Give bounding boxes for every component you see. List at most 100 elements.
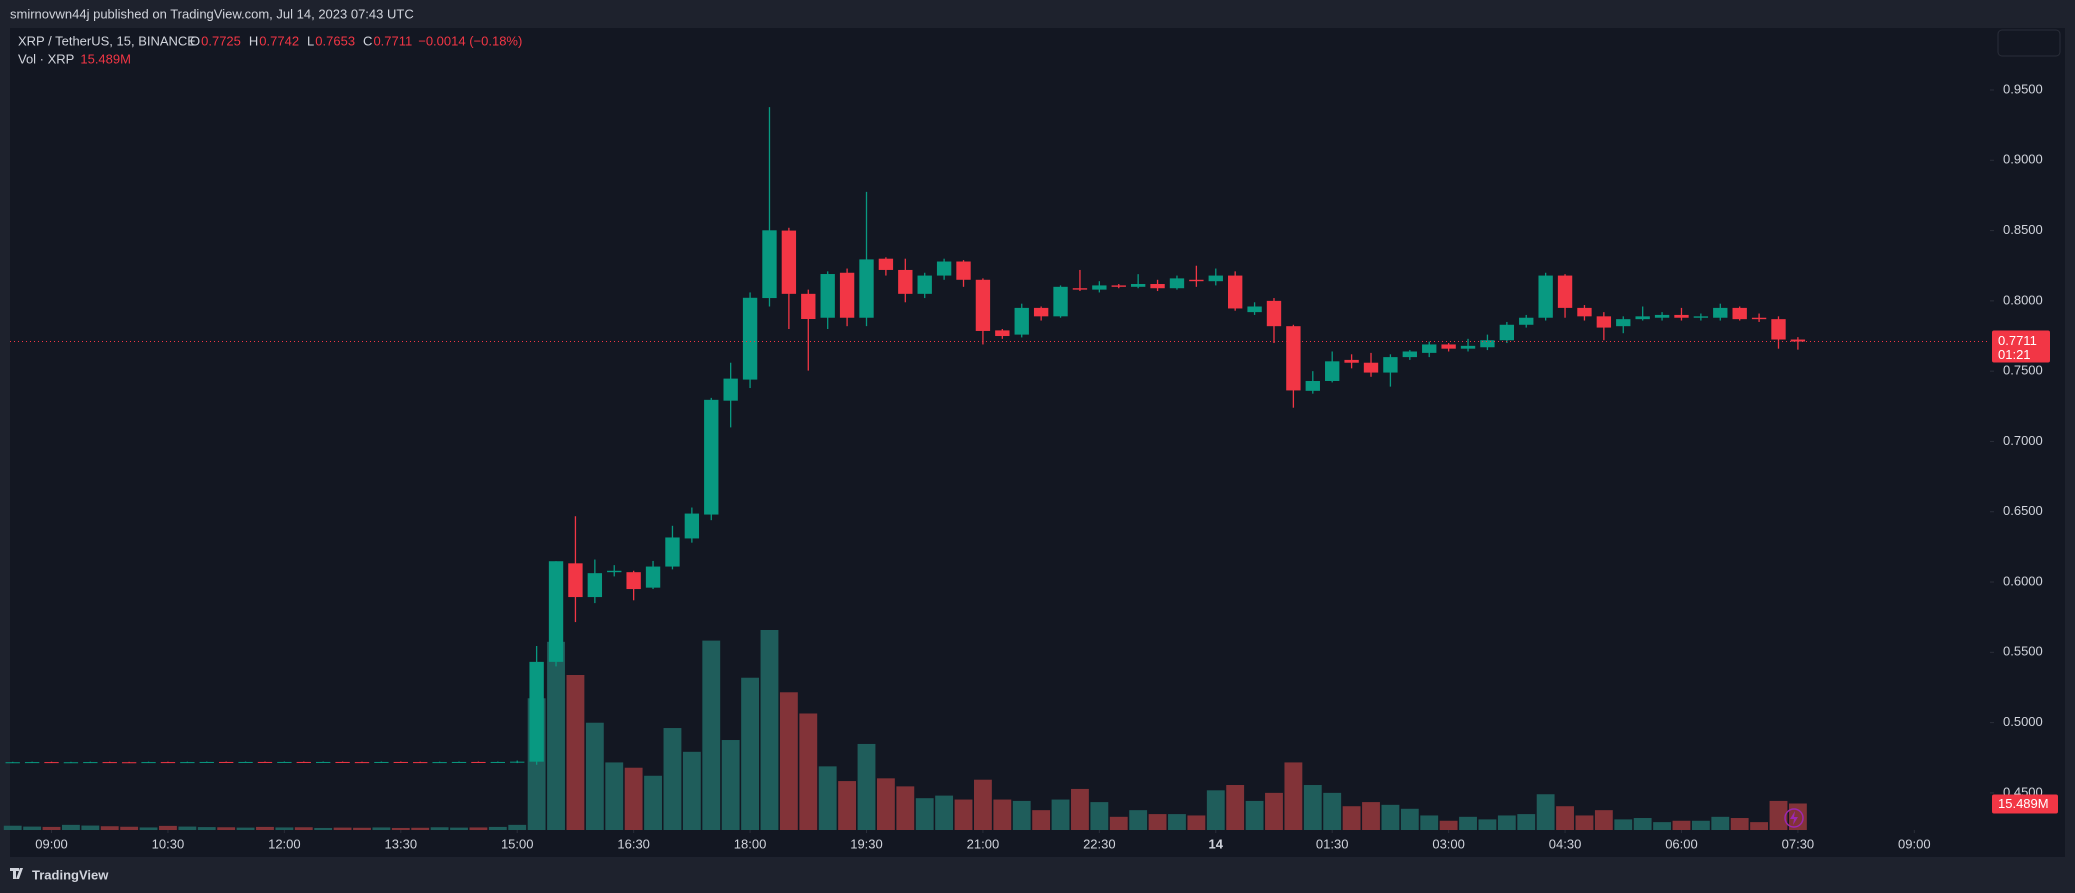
candle-body: [1538, 275, 1553, 318]
candle-body: [820, 274, 835, 318]
candle-body: [1751, 317, 1767, 320]
volume-bar: [391, 827, 410, 830]
volume-bar: [353, 827, 371, 830]
volume-bar: [236, 827, 255, 830]
volume-bar: [1478, 819, 1497, 830]
volume-bar: [1032, 810, 1051, 830]
volume-bar: [1226, 785, 1245, 830]
y-tick-label: 0.5000: [2003, 714, 2043, 729]
candle-body: [723, 378, 738, 401]
candle-body: [1169, 278, 1185, 289]
candle-body: [684, 513, 700, 539]
candle-body: [1247, 306, 1262, 313]
x-tick-label: 03:00: [1432, 836, 1465, 851]
volume-bar: [1265, 792, 1283, 830]
x-tick-label: 06:00: [1665, 836, 1698, 851]
volume-bar: [23, 826, 42, 830]
candle-body: [1771, 319, 1786, 340]
volume-title: Vol · XRP: [18, 51, 74, 66]
ohlc-value: 0.7653: [315, 33, 355, 48]
x-tick-label: 21:00: [967, 836, 1000, 851]
volume-bar: [42, 826, 61, 830]
volume-bar: [896, 786, 915, 830]
volume-bar: [1750, 822, 1769, 830]
candle-body: [102, 762, 117, 764]
candle-body: [63, 762, 79, 764]
candle-body: [762, 230, 777, 299]
candle-body: [180, 762, 195, 764]
candle-body: [1557, 275, 1573, 308]
candle-body: [1480, 340, 1495, 348]
price-badge-value: 0.7711: [1998, 333, 2037, 348]
volume-bar: [876, 778, 895, 830]
volume-bar: [1148, 814, 1167, 830]
candle-body: [257, 761, 273, 763]
volume-bar: [547, 641, 565, 830]
candle-body: [1441, 344, 1456, 349]
y-tick-label: 0.9000: [2003, 152, 2043, 167]
candle-body: [704, 399, 719, 515]
candle-body: [1208, 275, 1223, 282]
candle-body: [238, 761, 253, 763]
candle-body: [1325, 361, 1340, 382]
volume-bar: [1556, 806, 1574, 830]
volume-bar: [1284, 762, 1303, 830]
candle-body: [1693, 316, 1709, 318]
candle-body: [277, 761, 292, 763]
candle-layer: [5, 107, 1806, 765]
ohlc-letter: L: [307, 33, 314, 48]
volume-bar: [430, 827, 449, 830]
volume-bar: [197, 827, 216, 830]
symbol: XRP / TetherUS, 15, BINANCE: [18, 33, 196, 48]
candle-body: [645, 566, 661, 588]
volume-bar: [799, 713, 818, 830]
volume-bar: [1109, 816, 1128, 830]
change: −0.0014 (−0.18%): [418, 33, 522, 48]
volume-bar: [566, 674, 585, 830]
y-tick-label: 0.7500: [2003, 363, 2043, 378]
volume-bar: [1594, 810, 1613, 830]
candle-body: [1072, 288, 1088, 290]
candle-body: [1402, 351, 1417, 358]
lightning-icon: [1784, 808, 1804, 828]
volume-bar: [81, 825, 100, 830]
candle-body: [5, 762, 20, 764]
volume-bar: [741, 677, 760, 830]
volume-bar: [1245, 800, 1264, 830]
x-tick-label: 01:30: [1316, 836, 1349, 851]
candle-body: [1654, 314, 1670, 318]
ohlc-letter: C: [363, 33, 372, 48]
x-tick-label: 22:30: [1083, 836, 1116, 851]
candle-body: [1111, 285, 1126, 287]
volume-bar: [120, 826, 139, 830]
volume-bar: [1711, 816, 1730, 830]
candle-body: [1053, 286, 1068, 317]
candle-body: [1635, 316, 1650, 320]
volume-bar: [721, 740, 740, 830]
x-tick-label: 18:00: [734, 836, 767, 851]
volume-bar: [314, 827, 333, 830]
publisher: smirnovwn44j published on TradingView.co…: [10, 6, 414, 21]
candle-body: [1499, 324, 1515, 341]
volume-bar: [1420, 815, 1439, 830]
volume-bar: [1691, 820, 1710, 830]
candle-body: [432, 762, 447, 764]
volume-bar: [1730, 818, 1749, 830]
ohlc-value: 0.7711: [373, 33, 412, 48]
volume-bar: [1362, 802, 1380, 830]
candle-body: [1596, 316, 1612, 328]
candle-body: [83, 762, 98, 764]
candle-body: [199, 761, 214, 763]
volume-bar: [139, 827, 158, 830]
volume-bar: [993, 799, 1012, 830]
volume-bar: [663, 728, 682, 830]
volume-bar: [469, 827, 488, 830]
candle-body: [1790, 339, 1806, 342]
x-tick-label: 04:30: [1549, 836, 1582, 851]
volume-bar: [217, 827, 236, 830]
candle-body: [451, 761, 467, 763]
x-tick-label: 15:00: [501, 836, 534, 851]
volume-bar: [1653, 822, 1671, 830]
